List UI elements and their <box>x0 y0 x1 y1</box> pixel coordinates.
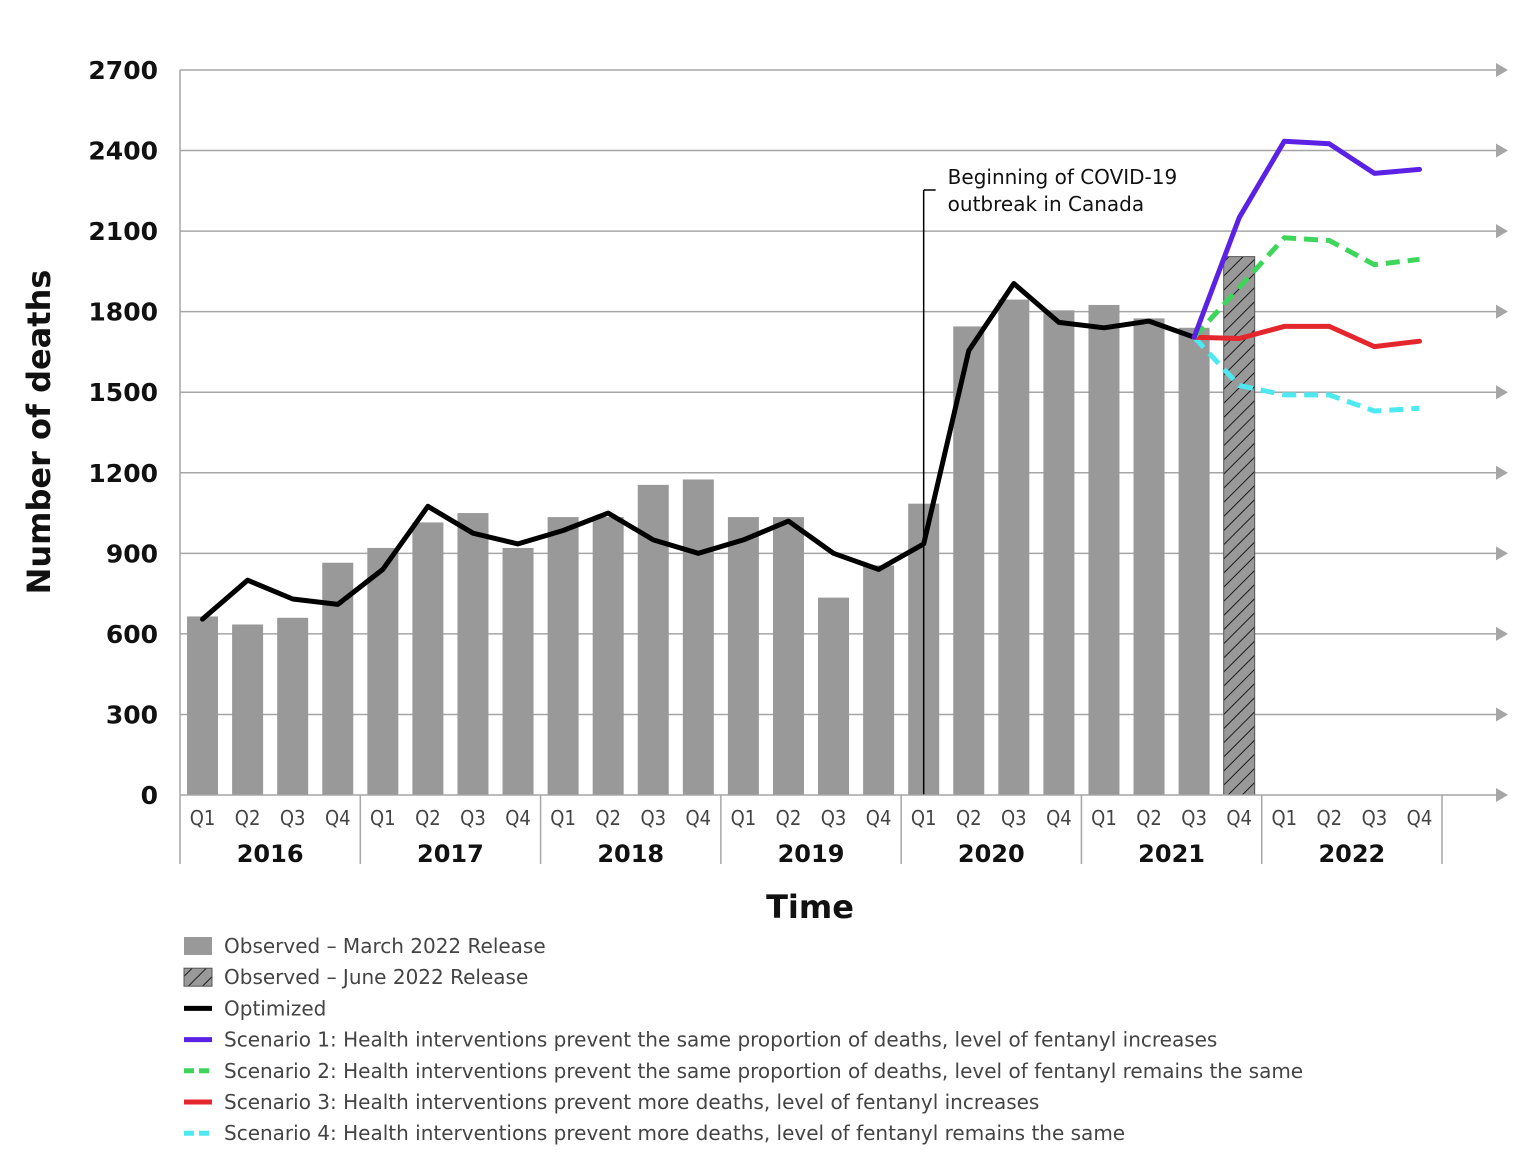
legend-series-2-label: Scenario 2: Health interventions prevent… <box>224 1059 1303 1083</box>
gridline-arrow-2400 <box>1496 143 1508 158</box>
quarter-tick-label: Q3 <box>640 806 666 830</box>
year-label-2019: 2019 <box>778 840 845 868</box>
y-tick-label: 2400 <box>88 137 158 166</box>
series-line-2 <box>1192 235 1420 339</box>
legend-observed-march-swatch <box>184 937 212 955</box>
year-label-2018: 2018 <box>597 840 664 868</box>
gridline-arrow-1500 <box>1496 385 1508 400</box>
quarter-tick-label: Q2 <box>776 806 802 830</box>
legend-series-0-label: Optimized <box>224 996 326 1020</box>
bar-march-2019-Q3 <box>818 597 850 795</box>
quarter-tick-label: Q1 <box>1091 806 1117 830</box>
legend-observed-june-label: Observed – June 2022 Release <box>224 965 528 989</box>
legend: Observed – March 2022 Release Observed – … <box>183 934 1303 1145</box>
bar-march-2018-Q1 <box>547 517 579 795</box>
quarter-tick-label: Q1 <box>550 806 576 830</box>
bar-march-2021-Q1 <box>1088 304 1120 795</box>
bar-march-2016-Q2 <box>232 624 264 795</box>
quarter-tick-label: Q4 <box>505 806 531 830</box>
quarter-tick-label: Q4 <box>1046 806 1072 830</box>
legend-series-1-label: Scenario 1: Health interventions prevent… <box>224 1028 1217 1052</box>
bar-march-2016-Q1 <box>187 616 219 795</box>
y-tick-label: 300 <box>106 700 158 729</box>
quarter-tick-label: Q2 <box>956 806 982 830</box>
quarter-tick-label: Q2 <box>1136 806 1162 830</box>
series-line-1 <box>1191 138 1422 340</box>
quarter-tick-label: Q2 <box>595 806 621 830</box>
quarter-tick-label: Q3 <box>460 806 486 830</box>
annotation-line-1: Beginning of COVID-19 <box>948 165 1178 189</box>
quarter-tick-label: Q3 <box>1181 806 1207 830</box>
bar-june-2021-Q4 <box>1223 256 1256 796</box>
year-label-2020: 2020 <box>958 840 1025 868</box>
legend-series-4-label: Scenario 4: Health interventions prevent… <box>224 1121 1125 1145</box>
bar-march-2017-Q3 <box>457 513 489 795</box>
quarter-tick-label: Q2 <box>415 806 441 830</box>
quarter-tick-label: Q3 <box>280 806 306 830</box>
bar-march-2017-Q1 <box>367 547 399 795</box>
series-lines <box>200 138 1422 622</box>
year-label-2016: 2016 <box>237 840 304 868</box>
axes: Q1 Q2 Q3 Q4 Q1 Q2 Q3 Q4 Q1 Q2 Q3 Q4 Q1 Q2 Q3 Q4 Q1 Q2 Q3 Q4… <box>179 70 1508 868</box>
bar-march-2020-Q4 <box>1043 310 1075 795</box>
y-tick-label: 0 <box>141 781 158 810</box>
gridline-arrow-1800 <box>1496 304 1508 319</box>
quarter-tick-label: Q1 <box>731 806 757 830</box>
x-axis-title: Time <box>766 888 854 926</box>
y-tick-label: 2700 <box>88 56 158 85</box>
y-tick-label: 600 <box>106 620 158 649</box>
y-tick-label: 1200 <box>88 459 158 488</box>
y-tick-label: 1500 <box>88 378 158 407</box>
gridline-arrow-1200 <box>1496 465 1508 480</box>
y-tick-label: 900 <box>106 539 158 568</box>
quarter-tick-label: Q2 <box>235 806 261 830</box>
quarter-tick-label: Q1 <box>190 806 216 830</box>
legend-series-3-label: Scenario 3: Health interventions prevent… <box>224 1090 1039 1114</box>
bar-march-2018-Q2 <box>592 517 624 795</box>
quarter-tick-label: Q1 <box>911 806 937 830</box>
annotation-line-2: outbreak in Canada <box>948 192 1144 216</box>
quarter-tick-label: Q1 <box>370 806 396 830</box>
bar-march-2017-Q2 <box>412 522 444 795</box>
bar-march-2019-Q1 <box>727 517 759 795</box>
quarter-tick-label: Q3 <box>1362 806 1388 830</box>
series-line-3 <box>1191 323 1422 350</box>
y-tick-label: 1800 <box>88 298 158 327</box>
y-axis-title: Number of deaths <box>20 270 58 595</box>
bar-march-2020-Q3 <box>998 299 1030 795</box>
year-label-2017: 2017 <box>417 840 484 868</box>
x-axis-arrow <box>1496 788 1508 802</box>
gridline-arrow-2100 <box>1496 224 1508 239</box>
quarter-tick-label: Q4 <box>686 806 712 830</box>
bar-march-2021-Q2 <box>1133 318 1165 795</box>
bar-march-2017-Q4 <box>502 547 534 795</box>
quarter-tick-label: Q2 <box>1317 806 1343 830</box>
gridline-arrow-300 <box>1496 707 1508 722</box>
quarter-tick-label: Q4 <box>325 806 351 830</box>
covid-annotation: Beginning of COVID-19 outbreak in Canada <box>922 165 1178 795</box>
bar-march-2019-Q2 <box>772 517 804 795</box>
quarter-tick-label: Q3 <box>821 806 847 830</box>
series-line-0 <box>200 281 1197 622</box>
quarter-tick-label: Q4 <box>866 806 892 830</box>
quarter-tick-label: Q4 <box>1407 806 1433 830</box>
series-line-4 <box>1192 335 1420 414</box>
quarter-tick-label: Q3 <box>1001 806 1027 830</box>
bar-march-2018-Q4 <box>682 479 714 795</box>
quarter-tick-label: Q1 <box>1271 806 1297 830</box>
bar-march-2019-Q4 <box>863 565 895 795</box>
gridline-arrow-600 <box>1496 626 1508 641</box>
legend-observed-june-swatch <box>183 967 213 987</box>
year-label-2022: 2022 <box>1318 840 1385 868</box>
year-label-2021: 2021 <box>1138 840 1205 868</box>
grid-lines: 0 300 600 900 1200 1500 1800 2100 2400 2700 <box>88 56 1508 810</box>
gridline-arrow-900 <box>1496 546 1508 561</box>
gridline-arrow-2700 <box>1496 63 1508 77</box>
bar-march-2016-Q3 <box>277 617 309 795</box>
y-tick-label: 2100 <box>88 217 158 246</box>
bar-march-2021-Q3 <box>1178 327 1210 795</box>
quarter-tick-label: Q4 <box>1226 806 1252 830</box>
legend-observed-march-label: Observed – March 2022 Release <box>224 934 546 958</box>
